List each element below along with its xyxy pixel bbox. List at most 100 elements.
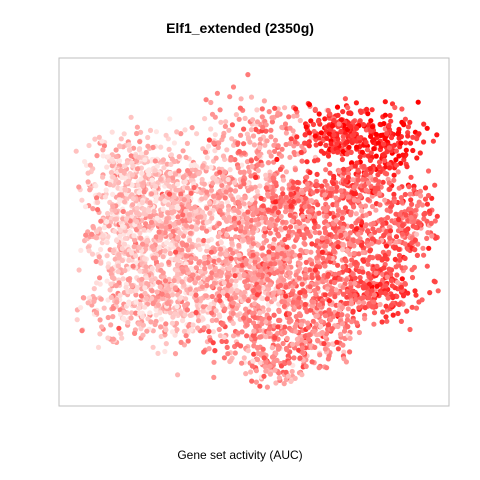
scatter-point: [206, 137, 212, 143]
scatter-point: [329, 288, 335, 294]
scatter-point: [406, 184, 412, 190]
scatter-point: [395, 169, 401, 175]
scatter-point: [355, 167, 361, 173]
scatter-point: [148, 219, 155, 225]
scatter-point: [368, 133, 374, 139]
scatter-point: [398, 160, 404, 166]
scatter-point: [293, 272, 299, 278]
scatter-point: [262, 364, 268, 370]
scatter-point: [384, 318, 390, 324]
scatter-point: [276, 233, 282, 239]
scatter-point: [211, 374, 217, 380]
scatter-point: [136, 147, 142, 153]
scatter-point: [259, 272, 266, 278]
scatter-point: [216, 221, 222, 227]
scatter-point: [345, 306, 351, 312]
scatter-point: [376, 159, 383, 165]
scatter-point: [283, 141, 289, 148]
scatter-point: [95, 199, 101, 205]
scatter-point: [274, 251, 280, 257]
scatter-point: [327, 170, 333, 176]
scatter-point: [270, 245, 276, 251]
scatter-point: [366, 281, 372, 287]
scatter-point: [199, 209, 206, 215]
scatter-point: [220, 153, 227, 159]
scatter-point: [274, 156, 280, 162]
scatter-point: [331, 279, 338, 286]
scatter-point: [312, 344, 318, 350]
scatter-point: [402, 280, 408, 287]
scatter-point: [197, 246, 203, 252]
scatter-point: [154, 163, 160, 169]
scatter-point: [150, 328, 156, 334]
scatter-point: [373, 153, 379, 159]
scatter-point: [133, 287, 139, 293]
scatter-point: [347, 292, 353, 298]
scatter-point: [330, 181, 336, 187]
scatter-point: [230, 310, 236, 316]
scatter-point: [331, 247, 337, 254]
scatter-point: [105, 210, 111, 217]
scatter-point: [415, 241, 421, 247]
scatter-point: [312, 288, 318, 294]
scatter-point: [242, 195, 248, 201]
scatter-point: [412, 237, 418, 243]
scatter-point: [184, 307, 190, 313]
scatter-point: [383, 314, 389, 320]
scatter-point: [380, 221, 386, 227]
scatter-point: [292, 280, 298, 286]
scatter-point: [287, 224, 294, 230]
scatter-point: [210, 340, 216, 346]
scatter-point: [318, 318, 324, 324]
scatter-point: [394, 293, 400, 300]
scatter-point: [224, 344, 230, 350]
scatter-point: [340, 148, 346, 155]
scatter-point: [117, 192, 123, 198]
scatter-point: [94, 195, 100, 201]
scatter-point: [304, 181, 310, 187]
scatter-point: [398, 284, 404, 290]
scatter-point: [245, 72, 251, 78]
scatter-point: [250, 117, 256, 123]
scatter-point: [371, 299, 377, 305]
scatter-point: [386, 122, 392, 129]
scatter-point: [229, 278, 235, 284]
scatter-point: [276, 370, 282, 376]
scatter-point: [356, 305, 362, 311]
scatter-point: [262, 226, 268, 232]
scatter-point: [407, 140, 414, 146]
scatter-point: [97, 275, 103, 281]
scatter-point: [333, 287, 339, 293]
scatter-point: [122, 235, 128, 241]
scatter-point: [236, 252, 242, 258]
scatter-point: [166, 191, 173, 197]
scatter-point: [361, 163, 367, 169]
scatter-point: [173, 257, 180, 263]
scatter-point: [179, 279, 185, 285]
scatter-point: [298, 337, 304, 343]
scatter-point: [187, 237, 193, 243]
scatter-point: [282, 121, 289, 127]
scatter-point: [263, 185, 269, 191]
scatter-point: [287, 270, 293, 276]
scatter-point: [409, 201, 415, 207]
scatter-point: [307, 284, 313, 290]
scatter-point: [187, 277, 193, 283]
scatter-point: [127, 147, 133, 153]
scatter-point: [248, 94, 255, 100]
scatter-point: [282, 209, 289, 215]
scatter-point: [396, 216, 402, 223]
scatter-point: [309, 299, 315, 305]
scatter-point: [384, 256, 390, 262]
scatter-point: [314, 238, 320, 244]
scatter-point: [147, 200, 153, 206]
scatter-point: [324, 213, 330, 219]
scatter-point: [412, 288, 418, 294]
scatter-point: [334, 184, 340, 190]
scatter-point: [123, 284, 129, 290]
scatter-point: [396, 153, 402, 159]
scatter-point: [116, 325, 122, 331]
scatter-point: [398, 195, 404, 201]
scatter-point: [215, 144, 221, 151]
scatter-point: [384, 207, 390, 213]
